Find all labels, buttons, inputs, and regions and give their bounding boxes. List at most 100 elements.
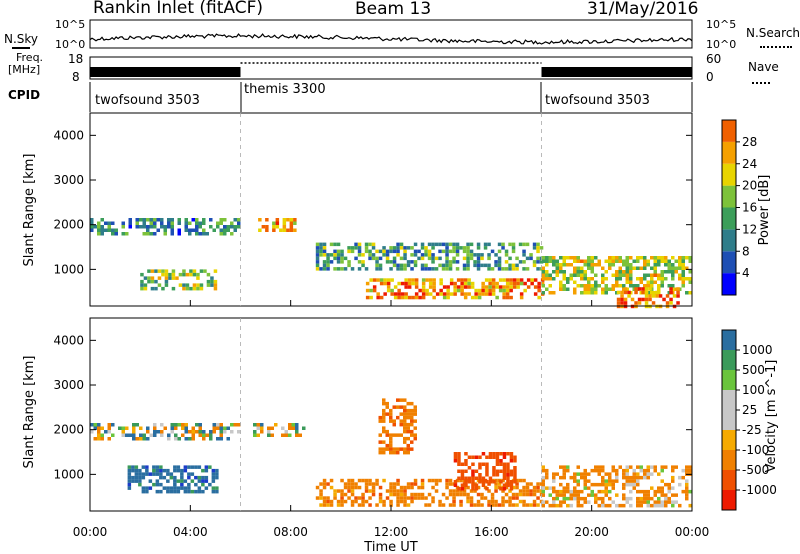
velocity-echo-cell-1 [201,475,205,480]
velocity-echo-cell-2 [295,423,299,427]
velocity-echo-cell-3 [329,478,334,483]
power-echo-cell-5 [545,263,549,267]
power-echo-cell-5 [629,256,633,260]
power-echo-cell-2 [178,272,183,277]
velocity-echo-cell-5 [457,469,461,473]
power-echo-cell-3 [375,263,379,268]
velocity-echo-cell-4 [410,412,414,416]
power-echo-cell-2 [192,272,197,277]
power-echo-cell-4 [505,288,510,293]
velocity-echo-cell-0 [181,433,185,437]
power-echo-cell-5 [562,284,566,288]
power-echo-cell-3 [333,256,337,261]
velocity-echo-cell-1 [204,468,209,473]
power-echo-cell-5 [681,259,685,263]
power-echo-cell-3 [469,242,474,247]
velocity-echo-cell-1 [215,486,219,490]
velocity-echo-cell-0 [188,430,192,434]
power-echo-cell-4 [428,278,433,282]
velocity-echo-cell-0 [135,423,139,427]
power-echo-cell-2 [213,283,218,287]
velocity-echo-cell-0 [216,423,220,427]
power-echo-cell-4 [421,292,426,296]
power-echo-cell-5 [580,291,584,295]
velocity-echo-cell-1 [127,465,132,469]
power-echo-cell-3 [490,267,495,271]
power-echo-cell-0 [114,228,118,232]
velocity-echo-cell-3 [399,492,404,497]
x-axis-label: Time UT [363,540,417,554]
power-echo-cell-4 [505,292,510,296]
power-echo-cell-3 [469,256,474,261]
power-echo-cell-4 [498,285,503,289]
power-echo-cell-3 [364,246,369,250]
power-echo-cell-5 [671,263,675,267]
power-echo-cell-2 [157,283,162,287]
power-echo-cell-5 [541,256,545,260]
power-echo-cell-0 [142,225,146,229]
velocity-echo-cell-5 [509,455,514,459]
velocity-echo-cell-3 [343,482,348,486]
power-echo-cell-4 [439,278,443,282]
power-echo-cell-2 [213,269,218,273]
velocity-echo-cell-5 [467,480,472,484]
velocity-echo-cell-6 [545,468,549,473]
velocity-echo-cell-1 [211,468,216,473]
power-echo-cell-2 [164,276,169,280]
velocity-echo-cell-1 [190,472,195,476]
velocity-echo-cell-1 [152,482,156,487]
velocity-echo-cell-0 [230,430,234,434]
velocity-echo-cell-5 [485,462,489,466]
power-echo-cell-5 [545,273,549,277]
power-echo-cell-5 [583,259,587,263]
y-tick-label: 2000 [53,423,84,437]
velocity-echo-cell-1 [134,468,139,473]
velocity-echo-cell-1 [201,482,205,487]
velocity-echo-cell-1 [215,475,219,480]
velocity-echo-cell-3 [501,503,505,507]
velocity-echo-cell-6 [555,503,559,508]
velocity-echo-cell-1 [190,465,195,469]
velocity-echo-cell-2 [256,426,260,430]
velocity-echo-cell-1 [141,475,146,480]
power-echo-cell-3 [350,249,355,254]
power-echo-cell-3 [319,267,323,271]
velocity-echo-cell-4 [410,440,414,444]
power-echo-cell-5 [625,266,629,270]
velocity-echo-cell-3 [413,478,418,483]
velocity-echo-cell-1 [141,465,146,469]
power-echo-cell-6 [644,294,649,298]
velocity-echo-cell-3 [319,482,323,486]
velocity-echo-cell-6 [667,486,671,490]
power-echo-cell-4 [432,295,436,300]
velocity-echo-cell-6 [611,482,615,487]
velocity-echo-cell-6 [643,472,647,476]
velocity-echo-cell-4 [392,447,396,451]
velocity-echo-cell-3 [322,496,327,500]
power-echo-cell-3 [322,267,327,271]
velocity-echo-cell-2 [288,426,292,430]
velocity-echo-cell-3 [350,489,355,493]
velocity-echo-cell-3 [455,492,460,497]
velocity-echo-cell-0 [191,426,195,430]
power-echo-cell-3 [536,246,540,250]
power-echo-cell-5 [622,287,626,291]
power-echo-cell-5 [685,291,689,295]
power-echo-cell-5 [552,291,556,295]
power-echo-cell-0 [100,225,104,229]
power-echo-cell-3 [494,253,498,257]
power-echo-cell-5 [681,263,685,267]
velocity-echo-cell-3 [333,492,337,497]
velocity-echo-cell-6 [688,489,692,494]
power-echo-cell-4 [432,281,436,286]
power-echo-cell-3 [487,267,491,271]
power-echo-cell-3 [532,246,537,250]
velocity-echo-cell-3 [501,499,505,504]
power-echo-cell-5 [587,277,591,281]
power-echo-cell-3 [315,253,320,257]
velocity-echo-cell-3 [473,503,477,507]
velocity-echo-cell-3 [350,485,355,490]
velocity-echo-cell-3 [487,482,491,486]
